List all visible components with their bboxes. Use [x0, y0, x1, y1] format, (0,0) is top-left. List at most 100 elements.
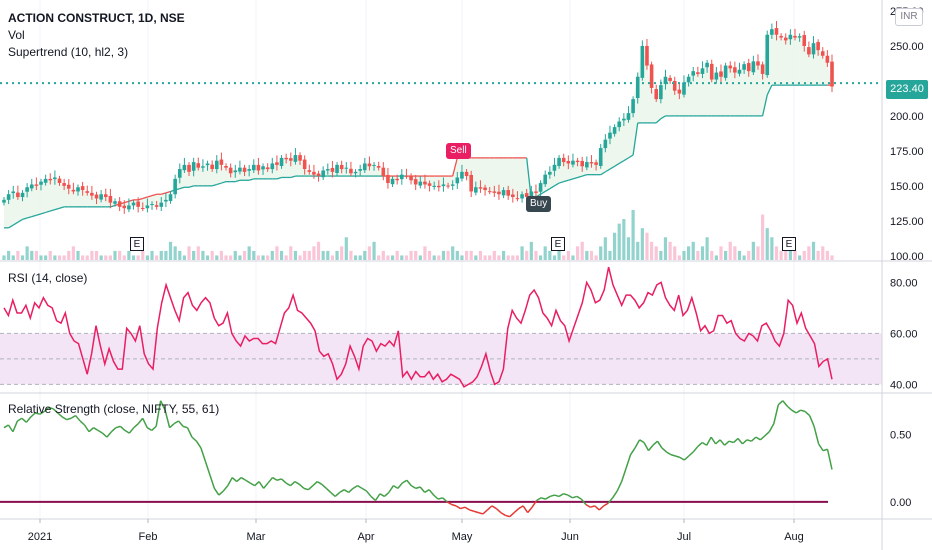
candle-body: [709, 63, 714, 80]
volume-bar: [196, 246, 200, 260]
rs-segment: [200, 447, 207, 462]
x-tick-label: Aug: [784, 531, 804, 543]
rs-segment: [263, 482, 269, 489]
volume-bar: [358, 255, 362, 260]
rs-segment: [509, 512, 515, 518]
volume-bar: [307, 250, 311, 260]
candle-body: [196, 163, 201, 168]
y-tick-label: 175.00: [890, 146, 924, 158]
rs-segment: [620, 467, 627, 482]
rs-segment: [191, 436, 197, 442]
earnings-marker[interactable]: E: [130, 237, 144, 251]
supertrend-segment: [568, 178, 574, 181]
candle-body: [25, 187, 29, 192]
y-tick-label: 150.00: [890, 181, 924, 193]
volume-bar: [640, 228, 644, 260]
volume-bar: [48, 250, 52, 260]
rs-segment: [545, 495, 551, 500]
volume-bar: [538, 255, 543, 260]
buy-signal-badge[interactable]: Buy: [526, 196, 552, 212]
rs-segment: [634, 439, 641, 449]
rs-segment: [813, 426, 820, 445]
rs-segment: [357, 485, 363, 489]
candle-body: [515, 198, 520, 200]
volume-bar: [700, 246, 705, 260]
supertrend-segment: [544, 188, 551, 193]
rs-segment: [741, 439, 748, 445]
volume-bar: [390, 255, 395, 260]
volume-bar: [691, 241, 695, 260]
y-tick-label: 100.00: [890, 251, 924, 263]
candle-body: [612, 127, 617, 134]
volume-bar: [90, 250, 94, 260]
candle-body: [742, 64, 746, 70]
volume-bar: [742, 255, 746, 260]
candle-body: [469, 174, 473, 192]
candle-body: [251, 164, 256, 171]
rs-segment: [316, 480, 323, 485]
rs-segment: [715, 439, 721, 445]
currency-badge[interactable]: INR: [895, 8, 923, 26]
rs-segment: [334, 491, 341, 497]
supertrend-segment: [31, 214, 37, 218]
supertrend-segment: [614, 162, 620, 167]
volume-bar: [377, 255, 381, 260]
volume-bar: [673, 246, 677, 260]
rs-segment: [294, 480, 300, 485]
candle-body: [645, 45, 649, 66]
supertrend-segment: [179, 186, 185, 190]
rs-segment: [280, 478, 287, 484]
supertrend-segment: [22, 217, 28, 221]
rs-segment: [415, 486, 421, 490]
y-tick-label: 80.00: [890, 277, 918, 289]
candle-body: [330, 167, 335, 172]
earnings-marker[interactable]: E: [782, 237, 796, 251]
volume-bar: [298, 255, 302, 260]
rs-segment: [289, 481, 296, 487]
candle-body: [492, 191, 497, 193]
rs-segment: [173, 420, 179, 425]
candle-body: [302, 159, 307, 170]
rs-segment: [750, 436, 757, 442]
candle-body: [177, 169, 182, 178]
candle-body: [76, 187, 80, 192]
rs-segment: [724, 440, 730, 446]
volume-bar: [395, 250, 399, 260]
volume-bar: [400, 255, 404, 260]
rs-segment: [464, 506, 470, 511]
candle-body: [649, 64, 654, 88]
rs-segment: [182, 425, 188, 429]
candle-body: [214, 160, 219, 170]
rs-segment: [554, 494, 560, 498]
candle-body: [626, 113, 631, 120]
x-axis-ticks: 2021 Feb Mar Apr May Jun Jul Aug: [28, 519, 804, 543]
earnings-marker[interactable]: E: [551, 237, 565, 251]
rs-segment: [35, 412, 41, 415]
candle-body: [265, 167, 270, 170]
candles: [2, 21, 834, 214]
rs-segment: [513, 508, 520, 514]
volume-bar: [497, 255, 501, 260]
volume-bar: [501, 250, 506, 260]
candle-body: [797, 36, 802, 38]
candle-body: [589, 162, 594, 164]
rs-segment: [518, 505, 524, 510]
current-price-badge: 223.40: [886, 80, 928, 99]
volume-bar: [488, 255, 492, 260]
volume-bar: [335, 250, 339, 260]
rs-segment: [661, 447, 667, 453]
y-tick-label: 250.00: [890, 41, 924, 53]
volume-bar: [219, 250, 224, 260]
supertrend-segment: [124, 200, 130, 204]
volume-bar: [816, 250, 820, 260]
sell-signal-badge[interactable]: Sell: [446, 143, 471, 159]
candle-body: [566, 160, 571, 164]
rs-segment: [800, 409, 806, 413]
rs-segment: [706, 436, 712, 446]
candle-body: [728, 65, 733, 69]
volume-bar: [150, 250, 154, 260]
candle-body: [219, 159, 224, 165]
rs-segment: [643, 442, 650, 451]
rs-segment: [392, 485, 399, 489]
candle-body: [48, 178, 53, 181]
